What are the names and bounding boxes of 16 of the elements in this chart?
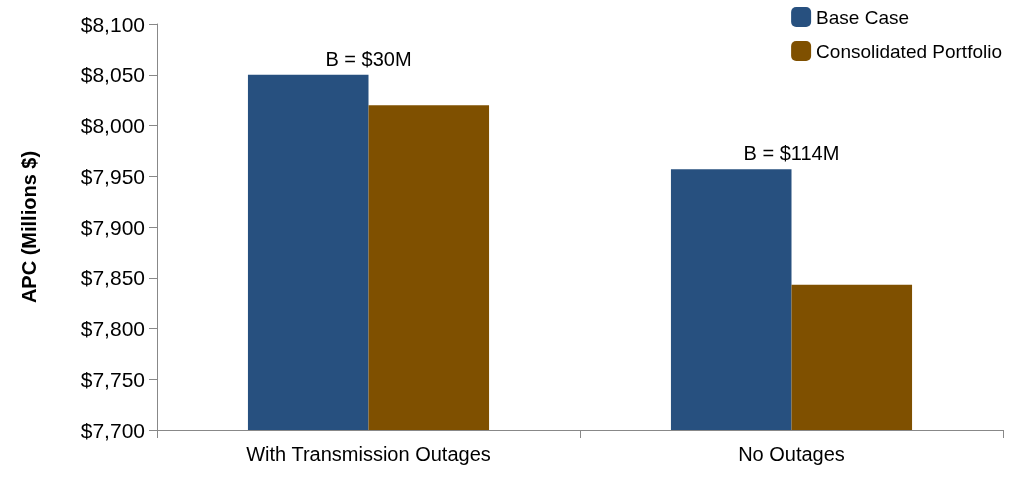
y-tick-label: $7,900	[80, 215, 145, 239]
annotation: B = $30M	[325, 47, 412, 70]
legend-label: Consolidated Portfolio	[816, 40, 1002, 62]
annotation: B = $114M	[743, 142, 840, 165]
y-tick-label: $7,750	[80, 367, 145, 391]
y-tick-label: $7,850	[80, 266, 145, 290]
y-tick-label: $8,100	[80, 12, 145, 36]
x-tick-label: No Outages	[738, 443, 845, 465]
y-tick-label: $7,700	[80, 418, 145, 442]
y-tick-label: $7,800	[80, 317, 145, 340]
y-axis-title: APC (Millions $)	[18, 150, 40, 304]
x-tick-label: With Transmission Outages	[246, 443, 491, 465]
legend-label: Base Case	[816, 6, 910, 28]
y-tick-label: $8,000	[80, 114, 145, 137]
y-tick-label: $8,050	[80, 63, 145, 87]
y-tick-label: $7,950	[80, 164, 145, 188]
